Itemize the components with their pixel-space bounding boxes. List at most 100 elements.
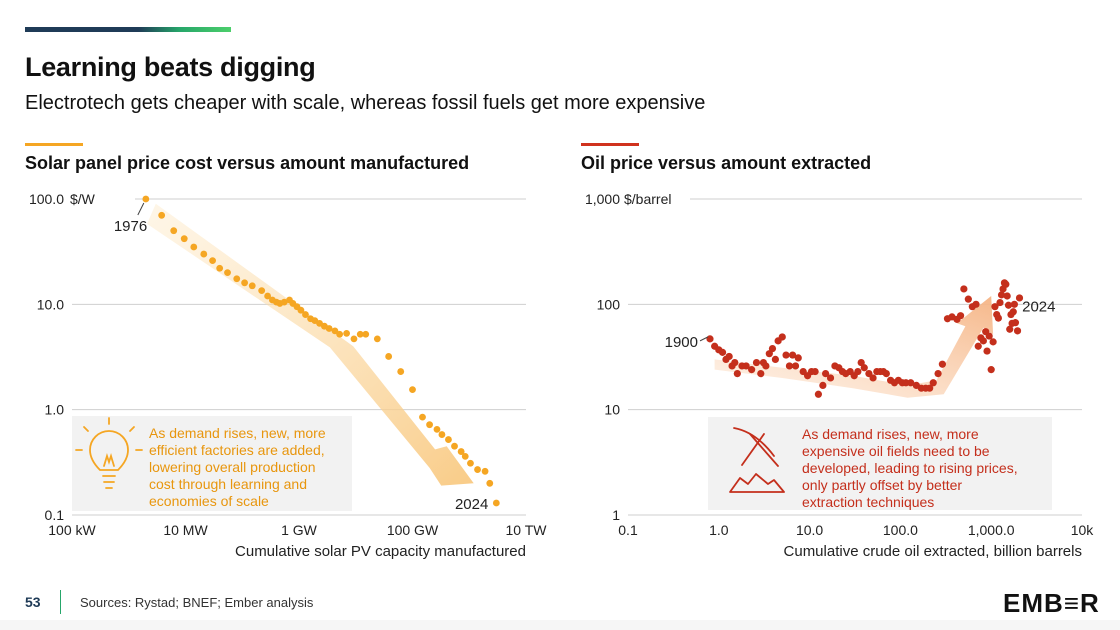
data-point [190, 243, 198, 251]
solar-callout-line: efficient factories are added, [149, 442, 325, 458]
data-point [974, 342, 982, 350]
data-point [991, 303, 999, 311]
data-point [979, 337, 987, 345]
data-point [467, 459, 474, 467]
y-tick-label: 100 [597, 296, 621, 312]
data-point [325, 325, 333, 332]
data-point [264, 292, 272, 300]
data-point [385, 353, 393, 360]
x-tick-label: 10 TW [506, 522, 548, 538]
data-point [960, 285, 968, 293]
data-point [224, 269, 231, 277]
data-point [782, 351, 790, 359]
data-point [983, 347, 991, 355]
data-point [180, 235, 188, 243]
page-number: 53 [25, 594, 41, 610]
x-tick-label: 100.0 [883, 522, 918, 538]
x-tick-label: 0.1 [618, 522, 638, 538]
oil-callout-line: developed, leading to rising prices, [802, 460, 1018, 476]
data-point [481, 467, 489, 475]
solar-callout-text: As demand rises, new, more efficient fac… [149, 425, 354, 510]
solar-callout-line: As demand rises, new, more [149, 425, 326, 441]
data-point [854, 367, 862, 376]
x-axis-label: Cumulative solar PV capacity manufacture… [235, 543, 526, 560]
y-tick-label: 1.0 [45, 402, 65, 418]
data-point [170, 227, 178, 235]
data-point [142, 195, 150, 203]
x-tick-label: 100 GW [387, 522, 439, 538]
data-point [258, 287, 266, 295]
data-point [929, 379, 937, 387]
data-point [1004, 301, 1013, 309]
x-tick-label: 1 GW [281, 522, 318, 538]
data-point [486, 479, 494, 487]
lightbulb-icon [75, 417, 143, 489]
year-annotation: 1976 [114, 218, 147, 235]
data-point [742, 362, 750, 370]
data-point [1009, 308, 1017, 316]
data-point [216, 264, 224, 272]
year-annotation: 1900 [665, 334, 698, 351]
oil-callout-line: expensive oil fields need to be [802, 443, 990, 459]
data-point [241, 279, 248, 287]
data-point [811, 367, 819, 376]
data-point [438, 431, 446, 438]
data-point [938, 360, 946, 368]
data-point [373, 335, 381, 343]
solar-accent-line [25, 143, 83, 146]
oil-callout-line: only partly offset by better [802, 477, 963, 493]
oil-chart: 1,000 100 10 1 $/barrel 0.1 1.0 10.0 100.0 1,000.… [585, 191, 1094, 560]
data-point [200, 250, 208, 258]
y-tick-label: 1 [612, 507, 620, 523]
data-point [1010, 300, 1018, 308]
data-point [343, 329, 351, 337]
data-point [860, 364, 868, 372]
data-point [994, 314, 1002, 322]
y-tick-label: 100.0 [29, 191, 64, 207]
data-point [350, 335, 358, 343]
oil-callout-line: As demand rises, new, more [802, 426, 979, 442]
data-point [445, 436, 452, 443]
data-point [731, 358, 739, 367]
annotation-leader [699, 336, 709, 342]
data-point [474, 466, 481, 473]
data-point [771, 355, 779, 364]
x-tick-label: 10 MW [163, 522, 208, 538]
solar-callout-line: cost through learning and [149, 476, 307, 492]
data-point [972, 300, 980, 308]
data-point [791, 362, 800, 370]
data-point [794, 354, 802, 362]
data-point [1006, 325, 1014, 333]
pickaxe-icon [729, 427, 785, 493]
page-title: Learning beats digging [25, 52, 316, 82]
data-point [718, 348, 727, 356]
x-tick-label: 100 kW [48, 522, 96, 538]
data-point [451, 442, 458, 450]
data-point [409, 386, 416, 394]
data-point [1015, 294, 1024, 302]
annotation-leader [137, 202, 145, 216]
ember-logo: EMB≡R [1003, 588, 1100, 618]
x-tick-label: 10.0 [796, 522, 823, 538]
data-point [762, 362, 770, 370]
data-point [814, 390, 822, 398]
x-tick-label: 1.0 [709, 522, 729, 538]
data-point [280, 298, 288, 306]
y-tick-label: 10.0 [37, 296, 64, 312]
y-tick-label: 0.1 [45, 507, 65, 523]
oil-callout-box [708, 417, 1052, 510]
page-subtitle: Electrotech gets cheaper with scale, whe… [25, 92, 706, 114]
data-point [996, 298, 1004, 307]
data-point [1003, 292, 1011, 300]
data-point [789, 351, 797, 359]
data-point [457, 448, 465, 455]
solar-callout-line: lowering overall production [149, 459, 316, 475]
data-point [209, 257, 216, 265]
oil-callout-line: extraction techniques [802, 494, 935, 510]
data-point [819, 381, 827, 389]
oil-accent-line [581, 143, 639, 146]
data-point [934, 369, 942, 378]
data-point [248, 282, 256, 290]
solar-chart-title: Solar panel price cost versus amount man… [25, 153, 470, 173]
